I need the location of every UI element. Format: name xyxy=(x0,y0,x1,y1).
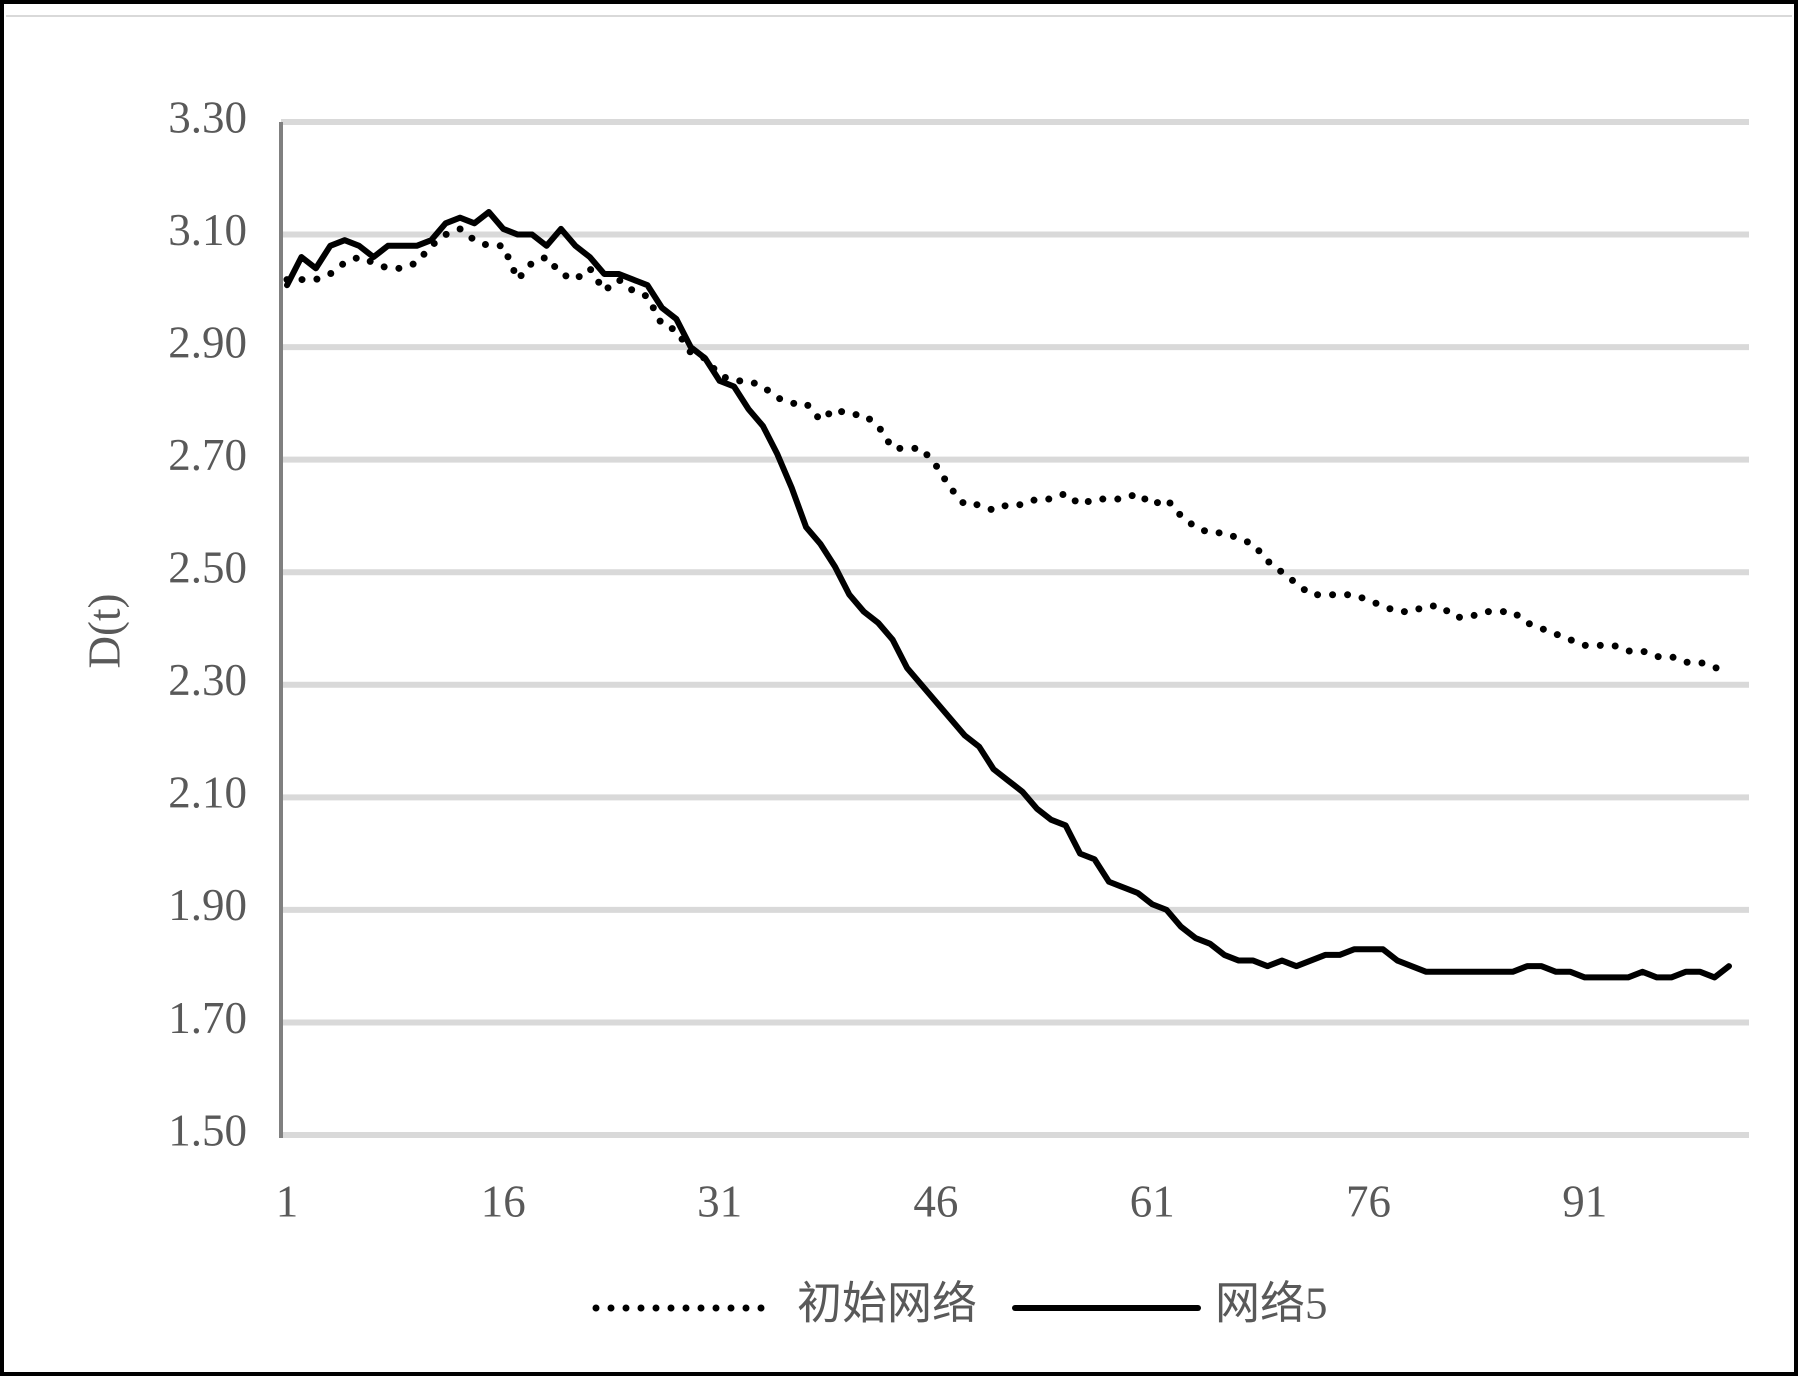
legend-label: 网络5 xyxy=(1215,1278,1328,1328)
y-tick-label: 2.70 xyxy=(168,430,247,480)
y-tick-label: 1.70 xyxy=(168,993,247,1043)
y-tick-label: 3.30 xyxy=(168,92,247,142)
y-tick-label: 2.90 xyxy=(168,317,247,367)
y-axis-label: D(t) xyxy=(79,594,129,669)
x-tick-label: 61 xyxy=(1130,1176,1175,1226)
y-tick-label: 3.10 xyxy=(168,205,247,255)
x-tick-label: 16 xyxy=(481,1176,526,1226)
x-tick-label: 1 xyxy=(276,1176,299,1226)
x-tick-label: 46 xyxy=(913,1176,958,1226)
y-tick-label: 2.10 xyxy=(168,768,247,818)
x-tick-label: 31 xyxy=(697,1176,742,1226)
x-tick-label: 91 xyxy=(1562,1176,1607,1226)
legend-label: 初始网络 xyxy=(797,1278,977,1328)
y-tick-label: 2.50 xyxy=(168,543,247,593)
x-tick-label: 76 xyxy=(1346,1176,1391,1226)
series-line xyxy=(284,209,1732,981)
series-line xyxy=(283,225,1733,672)
y-tick-label: 1.90 xyxy=(168,880,247,930)
y-tick-label: 2.30 xyxy=(168,655,247,705)
y-tick-label: 1.50 xyxy=(168,1105,247,1155)
